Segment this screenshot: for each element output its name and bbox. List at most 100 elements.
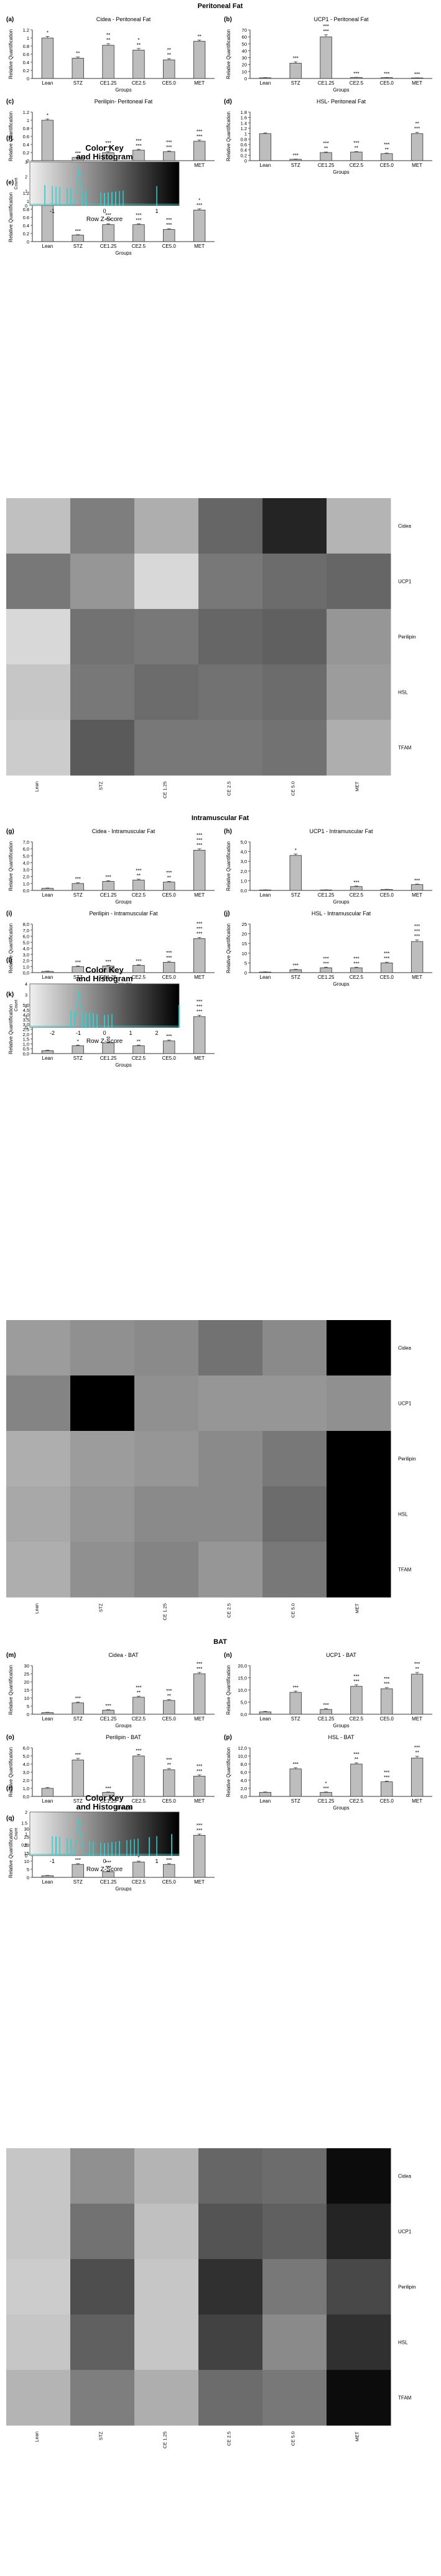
column-label: CE 1.25 (162, 2432, 168, 2448)
x-tick-label: MET (194, 243, 205, 249)
significance-mark: *** (384, 956, 389, 961)
bar (193, 938, 206, 973)
key-x-tick: 1 (155, 1858, 158, 1864)
y-tick-label: 10 (24, 1696, 29, 1701)
x-tick-label: Lean (260, 1716, 271, 1722)
significance-mark: *** (75, 1857, 81, 1863)
y-tick-label: 10 (242, 69, 247, 75)
row-label: Perilipin (398, 635, 415, 640)
y-tick-label: 70 (242, 27, 247, 33)
heatmap-cell (327, 1375, 391, 1432)
row-label: Perilipin (398, 2285, 415, 2290)
heatmap-cell (134, 1320, 199, 1376)
bar (289, 969, 302, 973)
bar (320, 1792, 332, 1797)
significance-mark: *** (166, 1034, 172, 1039)
significance-mark: *** (136, 217, 141, 223)
x-tick-label: MET (194, 1055, 205, 1061)
y-tick-label: 5,0 (23, 1003, 29, 1008)
row-label: TFAM (398, 1567, 412, 1573)
bar-chart-g: (g) Cidea - Intramuscular Fat Relative Qua… (6, 828, 215, 905)
bar (289, 63, 302, 79)
y-tick-label: 0 (244, 158, 247, 164)
x-tick-label: MET (194, 1716, 205, 1722)
x-tick-label: CE1.25 (318, 892, 335, 898)
column-label: CE 2.5 (226, 2432, 232, 2446)
bar (163, 1700, 175, 1715)
significance-mark: *** (105, 1865, 111, 1871)
y-tick-label: 0.4 (23, 60, 29, 65)
x-axis-label: Groups (333, 87, 349, 93)
y-tick-label: 1,0 (23, 1041, 29, 1047)
x-tick-label: CE5.0 (162, 1879, 177, 1885)
bar (102, 45, 114, 79)
heatmap-cell (327, 609, 391, 665)
key-y-tick: 3 (25, 161, 27, 165)
y-tick-label: 1 (27, 199, 29, 204)
y-tick-label: 0 (244, 970, 247, 976)
heatmap-cell (198, 2314, 263, 2371)
key-title: and Histogram (76, 1802, 132, 1811)
y-tick-label: 0.2 (23, 68, 29, 73)
y-tick-label: 3,0 (23, 1770, 29, 1775)
bar (41, 1712, 54, 1715)
heatmap-cell (6, 2148, 71, 2204)
column-label: CE 5.0 (290, 781, 296, 796)
row-label: HSL (398, 690, 408, 696)
bar (132, 1755, 145, 1797)
significance-mark: *** (197, 1009, 202, 1014)
significance-mark: *** (197, 1764, 202, 1770)
significance-mark: *** (75, 960, 81, 965)
x-axis-label: Groups (115, 87, 131, 93)
y-tick-label: 0,0 (23, 1794, 29, 1800)
y-tick-label: 5,0 (241, 839, 247, 845)
significance-mark: *** (323, 961, 328, 966)
chart-title: HSL - BAT (328, 1734, 355, 1740)
heatmap-cell (134, 664, 199, 720)
x-tick-label: MET (194, 80, 205, 86)
significance-mark: *** (166, 217, 172, 223)
chart-title: Perilipin- Peritoneal Fat (95, 98, 153, 105)
y-tick-label: 5 (244, 960, 247, 966)
bar (72, 966, 84, 973)
y-tick-label: 1.2 (241, 126, 247, 131)
heatmap-cell (134, 2204, 199, 2260)
key-x-tick: 0 (103, 1858, 106, 1864)
x-tick-label: STZ (73, 1798, 83, 1804)
significance-mark: *** (197, 1823, 202, 1828)
significance-mark: *** (197, 134, 202, 139)
y-tick-label: 30 (24, 1663, 29, 1669)
heatmap-cell (198, 2204, 263, 2260)
heatmap-cell (70, 1542, 135, 1598)
y-tick-label: 2,0 (23, 1778, 29, 1783)
x-tick-label: Lean (42, 1879, 53, 1885)
heatmap-cell (6, 720, 71, 776)
key-y-label: Count (14, 178, 19, 190)
significance-mark: *** (136, 143, 141, 149)
x-tick-label: CE1.25 (100, 892, 117, 898)
bar (320, 967, 332, 973)
bar (289, 1692, 302, 1715)
y-tick-label: 5 (27, 1867, 29, 1872)
significance-mark: ** (106, 32, 110, 38)
bar (41, 1875, 54, 1878)
y-tick-label: 1,5 (23, 1037, 29, 1042)
chart-title: UCP1 - Peritoneal Fat (313, 16, 369, 22)
y-tick-label: 10,0 (238, 1753, 247, 1759)
x-tick-label: Lean (42, 80, 53, 86)
significance-mark: *** (166, 950, 172, 956)
heatmap-cell (327, 554, 391, 610)
row-label: UCP1 (398, 2229, 412, 2235)
bar (381, 153, 393, 161)
y-axis-label: Relative Quantification (226, 1665, 231, 1715)
x-tick-label: CE1.25 (100, 1879, 117, 1885)
y-tick-label: 10 (24, 1859, 29, 1864)
key-y-tick: 0 (25, 1026, 27, 1031)
bar (102, 224, 114, 242)
y-axis-label: Relative Quantification (8, 1004, 14, 1054)
y-tick-label: 3,0 (23, 867, 29, 873)
row-label: UCP1 (398, 1401, 412, 1407)
key-y-tick: 1.5 (21, 1822, 27, 1826)
y-tick-label: 8,0 (241, 1762, 247, 1767)
significance-mark: *** (197, 931, 202, 937)
